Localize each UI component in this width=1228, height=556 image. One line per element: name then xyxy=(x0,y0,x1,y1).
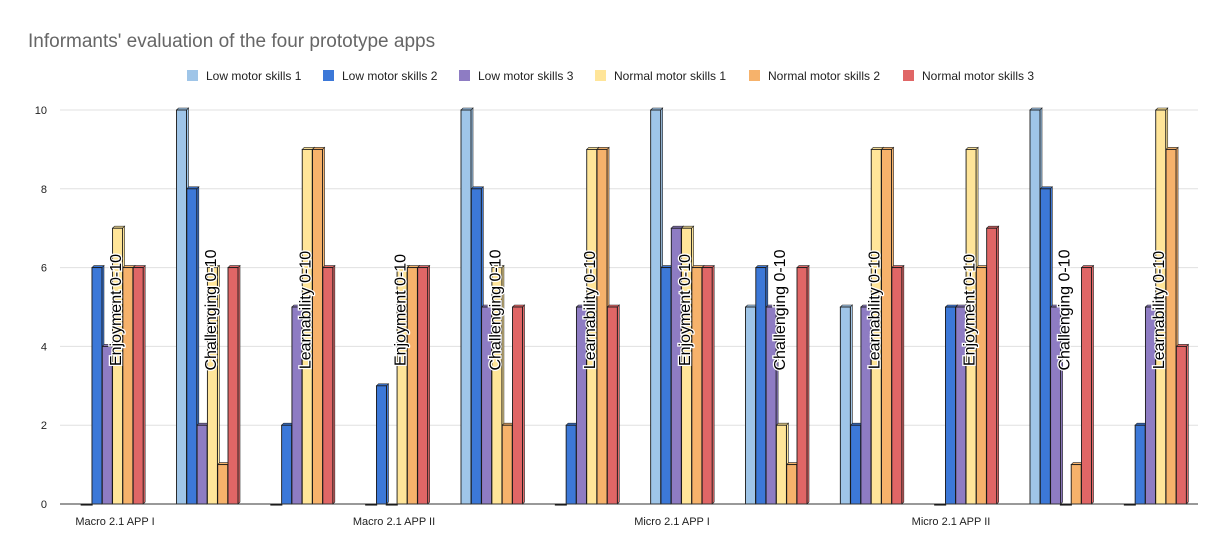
bar-normal-motor-skills-2 xyxy=(217,464,229,505)
bar-normal-motor-skills-3 xyxy=(132,267,144,505)
bar-low-motor-skills-1 xyxy=(839,306,851,505)
x-axis: Macro 2.1 APP I Macro 2.1 APP II Micro 2.1… xyxy=(75,516,990,528)
bar-low-motor-skills-2 xyxy=(186,188,198,505)
category-label: Challenging 0-10 xyxy=(487,249,504,370)
y-tick-label: 6 xyxy=(41,263,47,275)
bar-normal-motor-skills-3 xyxy=(796,267,808,505)
bar-normal-motor-skills-3 xyxy=(227,267,239,505)
bar-normal-motor-skills-2 xyxy=(786,464,798,505)
legend-item-low-motor-skills-1: Low motor skills 1 xyxy=(187,69,302,83)
bar-low-motor-skills-1 xyxy=(460,109,472,505)
bar-low-motor-skills-2 xyxy=(945,306,956,505)
category-label: Challenging 0-10 xyxy=(772,249,789,370)
x-group-label: Micro 2.1 APP II xyxy=(912,516,991,528)
bar-low-motor-skills-1 xyxy=(650,109,662,505)
bar-normal-motor-skills-1 xyxy=(775,424,787,505)
legend-swatch xyxy=(459,70,470,81)
category-labels: Enjoyment 0-10 Challenging 0-10 Learnabili… xyxy=(107,248,1170,372)
y-tick-label: 0 xyxy=(41,499,47,511)
legend-label: Low motor skills 3 xyxy=(478,69,574,83)
bar-low-motor-skills-2 xyxy=(755,267,767,505)
category-label: Enjoyment 0-10 xyxy=(108,254,125,366)
category-label: Learnability 0-10 xyxy=(582,251,599,369)
category-label: Enjoyment 0-10 xyxy=(961,254,978,366)
category-label: Learnability 0-10 xyxy=(1151,251,1168,369)
bar-normal-motor-skills-3 xyxy=(417,267,429,505)
category-label: Learnability 0-10 xyxy=(867,251,884,369)
bar-low-motor-skills-2 xyxy=(376,385,387,505)
bar-low-motor-skills-1 xyxy=(745,306,756,505)
legend-label: Normal motor skills 2 xyxy=(768,69,880,83)
bar-normal-motor-skills-3 xyxy=(1081,267,1092,505)
legend-swatch xyxy=(595,70,606,81)
y-tick-label: 4 xyxy=(41,341,47,353)
bar-low-motor-skills-3 xyxy=(196,424,208,505)
legend-label: Normal motor skills 1 xyxy=(614,69,726,83)
legend-swatch xyxy=(749,70,760,81)
legend-swatch xyxy=(187,70,198,81)
legend-label: Low motor skills 1 xyxy=(206,69,302,83)
bar-low-motor-skills-2 xyxy=(1039,188,1051,505)
bar-low-motor-skills-2 xyxy=(850,424,862,505)
gridlines xyxy=(60,109,1198,426)
legend-swatch xyxy=(903,70,914,81)
bar-normal-motor-skills-3 xyxy=(986,227,998,505)
legend-item-low-motor-skills-2: Low motor skills 2 xyxy=(323,69,438,83)
bar-low-motor-skills-2 xyxy=(565,424,577,505)
category-label: Enjoyment 0-10 xyxy=(677,254,694,366)
category-label: Challenging 0-10 xyxy=(203,249,220,370)
legend-item-low-motor-skills-3: Low motor skills 3 xyxy=(459,69,574,83)
bar-normal-motor-skills-3 xyxy=(701,267,713,505)
bar-low-motor-skills-2 xyxy=(470,188,482,505)
legend-label: Normal motor skills 3 xyxy=(922,69,1034,83)
bar-normal-motor-skills-3 xyxy=(891,267,903,505)
bar-low-motor-skills-1 xyxy=(1029,109,1041,505)
y-axis: 0 2 4 6 8 10 xyxy=(35,105,47,511)
bar-low-motor-skills-2 xyxy=(281,424,293,505)
legend-swatch xyxy=(323,70,334,81)
x-group-label: Micro 2.1 APP I xyxy=(634,516,710,528)
bar-normal-motor-skills-2 xyxy=(1070,464,1082,505)
bar-low-motor-skills-2 xyxy=(660,267,672,505)
legend-item-normal-motor-skills-2: Normal motor skills 2 xyxy=(749,69,880,83)
x-group-label: Macro 2.1 APP I xyxy=(75,516,154,528)
category-label: Learnability 0-10 xyxy=(298,251,315,369)
y-tick-label: 10 xyxy=(35,105,47,117)
y-tick-label: 8 xyxy=(41,184,47,196)
chart-title: Informants' evaluation of the four proto… xyxy=(28,31,435,52)
category-label: Enjoyment 0-10 xyxy=(392,254,409,366)
legend: Low motor skills 1 Low motor skills 2 Low … xyxy=(187,69,1034,83)
bar-normal-motor-skills-2 xyxy=(501,424,513,505)
bar-low-motor-skills-1 xyxy=(176,109,187,505)
x-group-label: Macro 2.1 APP II xyxy=(353,516,435,528)
legend-item-normal-motor-skills-3: Normal motor skills 3 xyxy=(903,69,1034,83)
bar-low-motor-skills-2 xyxy=(91,267,103,505)
bar-normal-motor-skills-3 xyxy=(512,306,523,505)
legend-label: Low motor skills 2 xyxy=(342,69,438,83)
bar-low-motor-skills-2 xyxy=(1134,424,1146,505)
bar-normal-motor-skills-3 xyxy=(606,306,618,505)
category-label: Challenging 0-10 xyxy=(1056,249,1073,370)
bar-normal-motor-skills-3 xyxy=(322,267,334,505)
y-tick-label: 2 xyxy=(41,420,47,432)
bar-low-motor-skills-3 xyxy=(101,345,113,505)
bars xyxy=(80,107,1190,506)
legend-item-normal-motor-skills-1: Normal motor skills 1 xyxy=(595,69,726,83)
bar-normal-motor-skills-3 xyxy=(1175,345,1187,505)
